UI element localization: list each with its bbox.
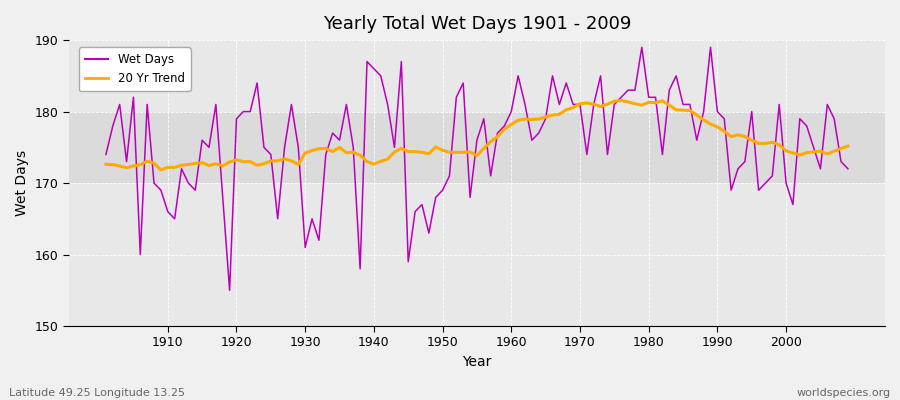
20 Yr Trend (355, 153, 365, 158)
20 Yr Trend (513, 118, 524, 122)
Wet Days (355, 266, 365, 271)
Wet Days (506, 109, 517, 114)
Text: Latitude 49.25 Longitude 13.25: Latitude 49.25 Longitude 13.25 (9, 388, 185, 398)
Line: Wet Days: Wet Days (106, 47, 848, 290)
Wet Days (842, 166, 853, 171)
Line: 20 Yr Trend: 20 Yr Trend (106, 100, 848, 170)
20 Yr Trend (162, 165, 173, 170)
20 Yr Trend (156, 168, 166, 172)
Y-axis label: Wet Days: Wet Days (15, 150, 29, 216)
20 Yr Trend (506, 122, 517, 127)
20 Yr Trend (595, 104, 606, 109)
Wet Days (224, 288, 235, 293)
Wet Days (101, 152, 112, 157)
Wet Days (636, 45, 647, 50)
Text: worldspecies.org: worldspecies.org (796, 388, 891, 398)
Legend: Wet Days, 20 Yr Trend: Wet Days, 20 Yr Trend (79, 48, 191, 91)
20 Yr Trend (101, 162, 112, 167)
X-axis label: Year: Year (463, 355, 491, 369)
Bar (68, 112, 885, 183)
Wet Days (156, 188, 166, 193)
Wet Days (313, 238, 324, 243)
20 Yr Trend (842, 144, 853, 148)
20 Yr Trend (313, 146, 324, 151)
Wet Days (513, 74, 524, 78)
20 Yr Trend (616, 98, 626, 103)
Wet Days (595, 74, 606, 78)
Title: Yearly Total Wet Days 1901 - 2009: Yearly Total Wet Days 1901 - 2009 (323, 15, 631, 33)
